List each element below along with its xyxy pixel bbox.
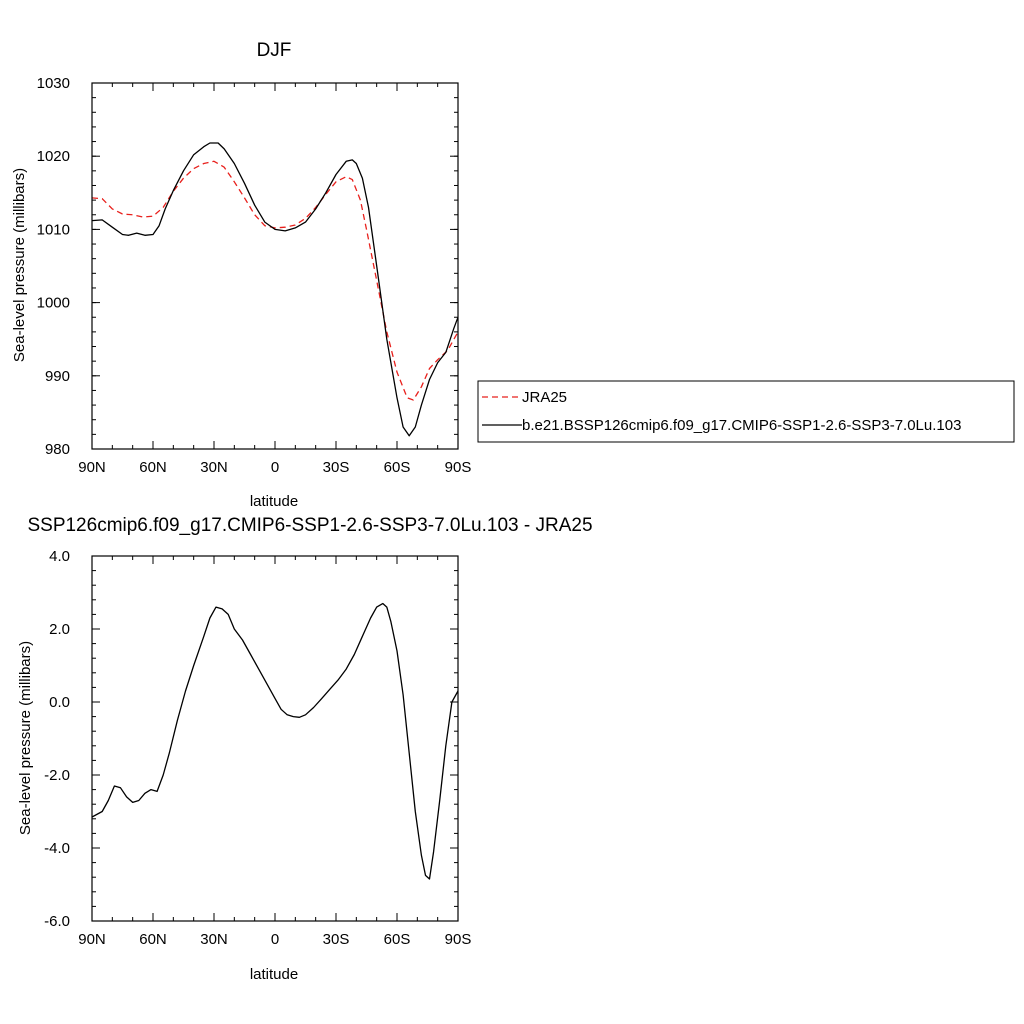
legend-box bbox=[477, 380, 1015, 443]
y-tick-label: 1000 bbox=[37, 295, 70, 312]
x-tick-label: 0 bbox=[271, 931, 279, 948]
y-tick-label: 2.0 bbox=[49, 621, 70, 638]
y-axis-label-bottom: Sea-level pressure (millibars) bbox=[17, 641, 34, 835]
x-tick-label: 90S bbox=[445, 459, 472, 476]
y-axis-label-top: Sea-level pressure (millibars) bbox=[11, 168, 28, 362]
y-tick-label: 1020 bbox=[37, 148, 70, 165]
x-tick-label: 60N bbox=[139, 459, 167, 476]
x-tick-label: 30S bbox=[323, 459, 350, 476]
x-tick-label: 90N bbox=[78, 931, 106, 948]
x-tick-label: 60S bbox=[384, 459, 411, 476]
x-tick-label: 30N bbox=[200, 931, 228, 948]
series-line-difference bbox=[92, 602, 458, 880]
x-tick-label: 0 bbox=[271, 459, 279, 476]
y-tick-label: -6.0 bbox=[44, 913, 70, 930]
x-tick-label: 60S bbox=[384, 931, 411, 948]
x-tick-label: 90N bbox=[78, 459, 106, 476]
x-axis-label-top: latitude bbox=[250, 493, 298, 510]
legend-label-model: b.e21.BSSP126cmip6.f09_g17.CMIP6-SSP1-2.… bbox=[522, 417, 961, 434]
plot-frame-top bbox=[91, 82, 459, 450]
x-axis-label-bottom: latitude bbox=[250, 966, 298, 983]
y-tick-label: 1030 bbox=[37, 75, 70, 92]
y-tick-label: 990 bbox=[45, 368, 70, 385]
chart-title-difference: SSP126cmip6.f09_g17.CMIP6-SSP1-2.6-SSP3-… bbox=[27, 515, 592, 536]
x-tick-label: 60N bbox=[139, 931, 167, 948]
y-tick-label: -4.0 bbox=[44, 840, 70, 857]
x-tick-label: 90S bbox=[445, 931, 472, 948]
y-tick-label: 1010 bbox=[37, 221, 70, 238]
x-tick-label: 30S bbox=[323, 931, 350, 948]
series-line-jra25 bbox=[92, 160, 458, 401]
y-tick-label: 0.0 bbox=[49, 694, 70, 711]
y-tick-label: 4.0 bbox=[49, 548, 70, 565]
plot-frame-bottom bbox=[91, 555, 459, 922]
chart-title-djf: DJF bbox=[257, 40, 292, 61]
y-tick-label: 980 bbox=[45, 441, 70, 458]
panel-djf: DJF Sea-level pressure (millibars) latit… bbox=[11, 40, 471, 510]
panel-difference: SSP126cmip6.f09_g17.CMIP6-SSP1-2.6-SSP3-… bbox=[17, 515, 593, 983]
y-tick-label: -2.0 bbox=[44, 767, 70, 784]
x-tick-label: 30N bbox=[200, 459, 228, 476]
legend: JRA25 b.e21.BSSP126cmip6.f09_g17.CMIP6-S… bbox=[477, 380, 1015, 443]
legend-label-jra25: JRA25 bbox=[522, 389, 567, 406]
series-line-model bbox=[92, 142, 458, 437]
